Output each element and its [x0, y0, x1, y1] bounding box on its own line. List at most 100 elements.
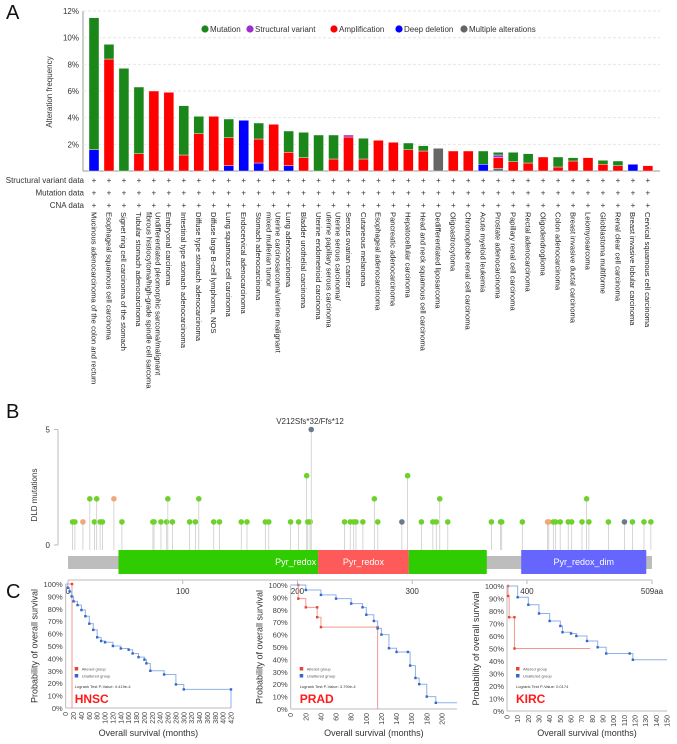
data-available-mark: +: [196, 201, 201, 210]
mutation-lollipop[interactable]: [192, 519, 199, 550]
mutation-lollipop[interactable]: [586, 519, 592, 550]
data-available-mark: +: [196, 176, 201, 185]
mutation-lollipop[interactable]: [418, 519, 425, 550]
data-available-mark: +: [451, 201, 456, 210]
censor-mark: [304, 588, 308, 592]
data-available-mark: +: [481, 176, 486, 185]
data-available-mark: +: [601, 189, 606, 198]
mutation-lollipop[interactable]: [568, 519, 575, 550]
x-tick-label: 400: [221, 712, 228, 724]
y-tick-label: 60%: [489, 632, 504, 641]
mutation-lollipop[interactable]: [244, 519, 250, 550]
legend-swatch: [395, 25, 403, 33]
panel-letter: A: [6, 2, 20, 24]
lollipop-head: [641, 519, 647, 525]
mutation-lollipop[interactable]: [557, 519, 564, 550]
y-tick-label: 5: [46, 426, 51, 435]
mutation-lollipop[interactable]: [552, 519, 559, 550]
mutation-lollipop[interactable]: [91, 519, 98, 550]
mutation-lollipop[interactable]: [80, 519, 86, 550]
mutation-lollipop[interactable]: [295, 519, 302, 550]
mutation-lollipop[interactable]: [169, 519, 176, 550]
lollipop-head: [433, 519, 440, 525]
survival-plot-prad: 0% 10% 20% 30% 40% 50% 60% 70% 80% 90% 100% 0 20 40 60…: [255, 581, 457, 738]
mutation-lollipop[interactable]: [111, 496, 117, 550]
mutation-lollipop[interactable]: [165, 496, 171, 550]
mutation-lollipop[interactable]: [158, 519, 164, 550]
mutation-lollipop[interactable]: [303, 472, 310, 550]
mutation-lollipop[interactable]: [404, 472, 411, 550]
data-available-mark: +: [211, 189, 216, 198]
x-tick-label: 420: [229, 712, 236, 724]
bar-segment-mutation: [478, 150, 489, 165]
mutation-lollipop[interactable]: [641, 519, 647, 550]
censor-mark: [68, 590, 71, 593]
mutation-lollipop[interactable]: [186, 519, 193, 550]
mutation-lollipop[interactable]: [545, 519, 552, 550]
mutation-lollipop[interactable]: [399, 519, 405, 550]
mutation-lollipop[interactable]: [216, 519, 223, 550]
lollipop-head: [629, 519, 636, 525]
x-tick-label: 300: [406, 587, 420, 596]
bar-segment-amplification: [448, 150, 459, 172]
x-tick-label: 300: [181, 712, 188, 724]
y-tick-label: 80%: [273, 606, 288, 615]
lollipop-head: [265, 519, 272, 525]
legend-swatch: [330, 25, 338, 33]
mutation-lollipop[interactable]: [72, 519, 78, 550]
category-label: Chromophobe renal cell carcinoma: [464, 212, 473, 331]
protein-domain[interactable]: [408, 550, 487, 574]
mutation-lollipop[interactable]: [374, 519, 381, 550]
mutation-lollipop[interactable]: [629, 519, 636, 550]
mutation-lollipop[interactable]: [99, 519, 106, 550]
mutation-lollipop[interactable]: [648, 519, 654, 550]
x-tick-label: 80: [349, 713, 356, 721]
legend-label: Altered group: [307, 667, 332, 672]
bar-segment-deep-deletion: [253, 162, 264, 172]
mutation-lollipop[interactable]: [163, 519, 170, 550]
mutation-lollipop[interactable]: [341, 519, 348, 550]
mutation-lollipop[interactable]: [605, 519, 612, 550]
x-axis-label: Overall survival (months): [324, 728, 424, 738]
mutation-lollipop[interactable]: [371, 496, 378, 550]
y-tick-label: 30%: [48, 667, 63, 676]
mutation-lollipop[interactable]: [308, 426, 315, 550]
mutation-lollipop[interactable]: [519, 519, 526, 550]
mutation-lollipop[interactable]: [579, 519, 585, 550]
protein-domain[interactable]: Pyr_redox: [118, 550, 319, 574]
mutation-lollipop[interactable]: [86, 496, 93, 550]
mutation-lollipop[interactable]: [436, 496, 443, 550]
mutation-lollipop[interactable]: [433, 519, 440, 550]
bar-segment-mutation: [103, 44, 115, 60]
data-available-mark: +: [571, 201, 576, 210]
mutation-lollipop[interactable]: [287, 519, 294, 550]
data-available-mark: +: [466, 201, 471, 210]
mutation-lollipop[interactable]: [151, 519, 157, 550]
mutation-lollipop[interactable]: [265, 519, 272, 550]
mutation-lollipop[interactable]: [621, 519, 628, 550]
lollipop-head: [436, 496, 443, 502]
protein-domain[interactable]: Pyr_redox_dim: [521, 550, 647, 574]
mutation-lollipop[interactable]: [210, 519, 217, 550]
data-available-mark: +: [586, 176, 591, 185]
censor-mark: [76, 603, 79, 607]
legend-swatch: [246, 25, 254, 33]
category-label: Cutaneous melanoma: [359, 212, 368, 287]
censor-mark: [418, 683, 421, 686]
mutation-lollipop[interactable]: [119, 519, 125, 550]
mutation-lollipop[interactable]: [488, 519, 495, 550]
mutation-lollipop[interactable]: [498, 519, 505, 550]
mutation-lollipop[interactable]: [195, 496, 202, 550]
x-tick-label: 100: [611, 715, 618, 727]
data-available-mark: +: [211, 176, 216, 185]
mutation-lollipop[interactable]: [353, 519, 359, 550]
mutation-lollipop[interactable]: [444, 519, 451, 550]
mutation-lollipop[interactable]: [238, 519, 245, 550]
lollipop-head: [165, 496, 171, 502]
mutation-lollipop[interactable]: [583, 496, 590, 550]
protein-domain[interactable]: Pyr_redox: [318, 550, 409, 574]
mutation-lollipop[interactable]: [360, 519, 366, 550]
mutation-lollipop[interactable]: [93, 496, 100, 550]
bar-segment-mutation: [612, 160, 624, 166]
bar-segment-amplification: [522, 162, 534, 172]
